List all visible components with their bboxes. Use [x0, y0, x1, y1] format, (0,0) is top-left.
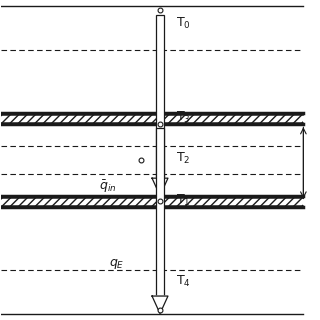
Bar — [1, 113, 303, 124]
Polygon shape — [152, 296, 168, 314]
Bar — [156, 15, 164, 178]
Text: T$_1$: T$_1$ — [176, 193, 190, 208]
Bar — [156, 128, 164, 296]
Text: T$_4$: T$_4$ — [176, 274, 191, 289]
Bar — [1, 196, 303, 207]
Text: T$_2$: T$_2$ — [176, 151, 190, 166]
Text: T$_3$: T$_3$ — [176, 109, 191, 124]
Text: $q_E$: $q_E$ — [109, 257, 124, 270]
Text: T$_0$: T$_0$ — [176, 15, 191, 30]
Polygon shape — [152, 178, 168, 196]
Text: $\bar{q}_{in}$: $\bar{q}_{in}$ — [100, 179, 117, 195]
